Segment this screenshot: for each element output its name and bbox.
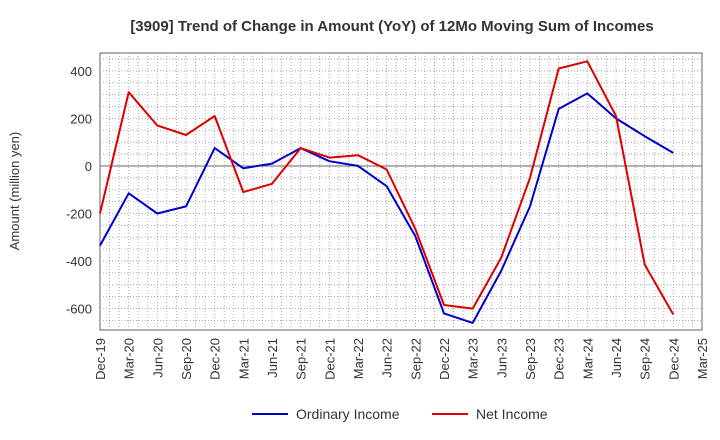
plot-area: [99, 52, 703, 331]
y-tick-label: 400: [70, 64, 92, 79]
x-tick-label: Mar-21: [236, 338, 251, 379]
plot-frame: [99, 52, 703, 331]
y-tick-label: -200: [66, 206, 92, 221]
x-tick-label: Jun-23: [494, 338, 509, 378]
y-tick-label: -400: [66, 254, 92, 269]
y-tick-label: 0: [85, 159, 92, 174]
x-tick-label: Sep-21: [294, 338, 309, 380]
x-tick-label: Dec-20: [208, 338, 223, 380]
x-tick-label: Mar-22: [351, 338, 366, 379]
x-tick-label: Dec-19: [93, 338, 108, 380]
x-tick-label: Mar-25: [695, 338, 710, 379]
legend-label: Ordinary Income: [296, 406, 400, 422]
x-tick-label: Sep-20: [179, 338, 194, 380]
x-tick-label: Dec-22: [437, 338, 452, 380]
y-axis-title: Amount (million yen): [7, 132, 22, 251]
series-line-net-income: [99, 60, 675, 315]
x-tick-label: Jun-24: [609, 338, 624, 378]
x-tick-label: Dec-23: [552, 338, 567, 380]
x-tick-label: Dec-21: [322, 338, 337, 380]
x-tick-label: Mar-20: [122, 338, 137, 379]
series-line-ordinary-income: [99, 92, 674, 324]
legend-label: Net Income: [476, 406, 548, 422]
y-axis-ticks: -600 -400 -200 0 200 400: [66, 64, 92, 317]
x-tick-label: Jun-20: [150, 338, 165, 378]
x-tick-label: Dec-24: [666, 338, 681, 380]
y-tick-label: 200: [70, 111, 92, 126]
x-tick-label: Sep-22: [408, 338, 423, 380]
x-tick-label: Mar-24: [580, 338, 595, 379]
series-layer: [99, 60, 675, 324]
x-tick-label: Jun-22: [380, 338, 395, 378]
x-tick-label: Jun-21: [265, 338, 280, 378]
y-tick-label: -600: [66, 302, 92, 317]
x-tick-label: Sep-23: [523, 338, 538, 380]
x-tick-label: Mar-23: [466, 338, 481, 379]
x-tick-label: Sep-24: [638, 338, 653, 380]
gridlines: [100, 53, 702, 330]
chart-title: [3909] Trend of Change in Amount (YoY) o…: [130, 18, 653, 35]
x-axis-ticks: Dec-19 Mar-20 Jun-20 Sep-20 Dec-20 Mar-21 Jun-…: [93, 338, 710, 380]
legend: Ordinary Income Net Income: [252, 406, 548, 422]
